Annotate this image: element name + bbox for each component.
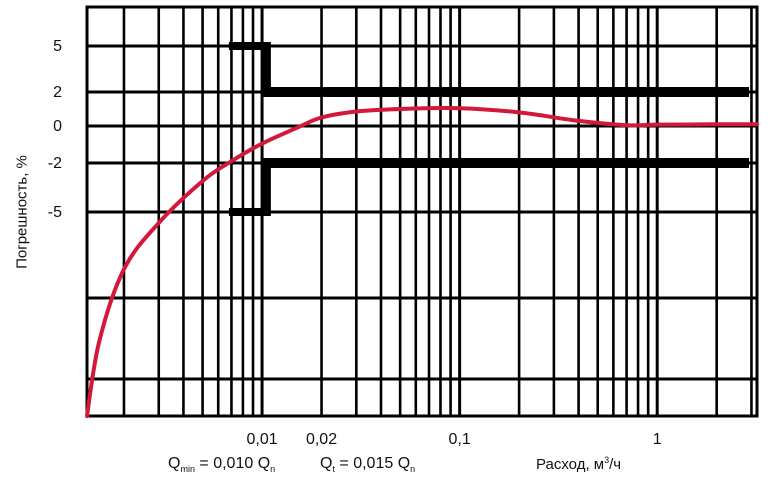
y-tick-label: 0 <box>53 118 62 135</box>
tolerance-step-upper <box>262 42 271 96</box>
x-axis-label: Расход, м3/ч <box>536 455 622 473</box>
tolerance-outer-upper <box>228 42 270 50</box>
y-tick-label: 5 <box>53 38 62 55</box>
tolerance-inner-lower <box>262 158 749 168</box>
tolerance-outer-lower <box>228 208 270 216</box>
x-tick-label: 0,02 <box>306 431 337 448</box>
x-tick-label: 1 <box>653 431 662 448</box>
tolerance-step-lower <box>262 159 271 216</box>
y-tick-label: -2 <box>48 155 62 172</box>
tolerance-band <box>228 42 749 216</box>
series-line-0 <box>85 105 759 418</box>
qt-annotation: Qt = 0,015 Qn <box>320 455 416 475</box>
y-tick-label: -5 <box>48 204 62 221</box>
y-axis-label: Погрешность, % <box>13 155 31 269</box>
x-tick-label: 0,01 <box>246 431 277 448</box>
y-tick-labels: 5 2 0 -2 -5 <box>48 38 62 221</box>
series-layer <box>85 105 759 418</box>
x-tick-labels: 0,01 0,02 0,1 1 <box>246 431 661 448</box>
qmin-annotation: Qmin = 0,010 Qn <box>168 455 276 475</box>
grid <box>85 5 759 418</box>
x-tick-label: 0,1 <box>449 431 471 448</box>
y-tick-label: 2 <box>53 84 62 101</box>
plot-frame <box>85 5 759 418</box>
tolerance-inner-upper <box>262 87 749 97</box>
